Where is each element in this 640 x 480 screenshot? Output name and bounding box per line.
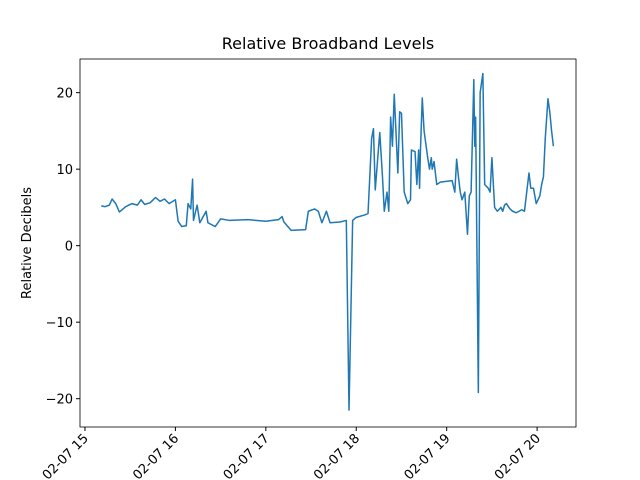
y-axis-label: Relative Decibels — [20, 187, 35, 299]
plot-frame — [79, 58, 577, 428]
x-tick-label: 02-07 19 — [402, 431, 454, 480]
x-tick-label: 02-07 20 — [492, 431, 544, 480]
line-series — [101, 72, 555, 411]
x-tick-label: 02-07 17 — [221, 431, 273, 480]
y-tick-label: 0 — [65, 240, 73, 255]
y-tick-label: 10 — [56, 163, 73, 178]
y-tick-label: 20 — [56, 87, 73, 102]
chart-title: Relative Broadband Levels — [222, 34, 434, 53]
x-tick-label: 02-07 16 — [130, 431, 182, 480]
x-tick-label: 02-07 18 — [311, 431, 363, 480]
x-tick-label: 02-07 15 — [40, 431, 92, 480]
y-tick-label: −10 — [46, 316, 73, 331]
y-tick-label: −20 — [46, 393, 73, 408]
